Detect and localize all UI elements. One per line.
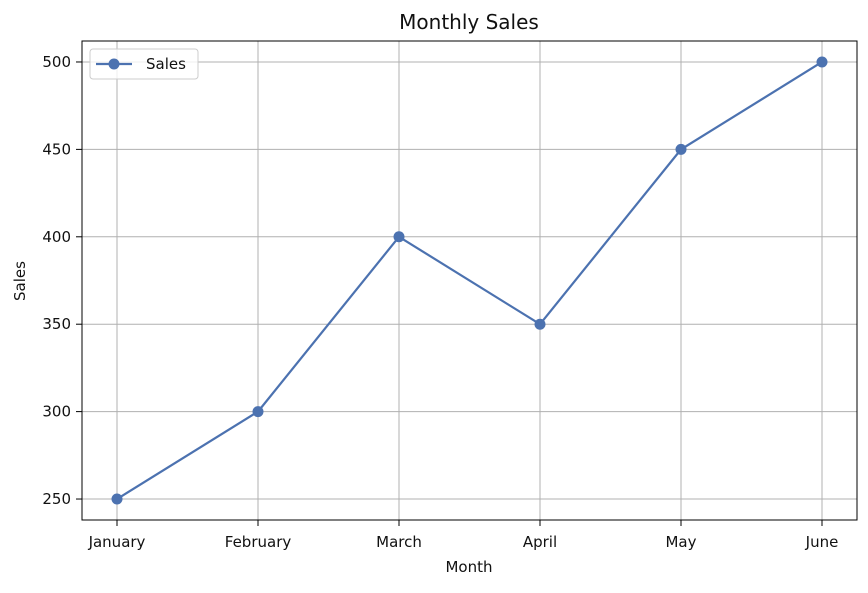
sales-line [116, 61, 823, 500]
x-tick-label: May [665, 533, 696, 551]
y-tick-label: 500 [42, 53, 71, 71]
y-tick-label: 250 [42, 490, 71, 508]
data-point [675, 143, 687, 155]
data-point [534, 318, 546, 330]
grid-layer [82, 41, 857, 520]
x-tick-label: March [376, 533, 422, 551]
legend-label: Sales [146, 55, 186, 73]
y-axis-label: Sales [11, 261, 29, 301]
x-tick-label: April [523, 533, 557, 551]
data-point [111, 493, 123, 505]
series-layer [111, 56, 828, 505]
x-tick-label: June [805, 533, 839, 551]
x-tick-label: February [225, 533, 292, 551]
y-tick-label: 450 [42, 140, 71, 158]
y-axis-ticks: 250 300 350 400 450 500 [42, 53, 82, 508]
data-point [393, 231, 405, 243]
plot-frame [81, 40, 858, 521]
x-axis-label: Month [445, 558, 492, 576]
chart-title: Monthly Sales [399, 10, 539, 34]
data-point [816, 56, 828, 68]
x-tick-label: January [88, 533, 146, 551]
legend-marker [108, 58, 120, 70]
y-tick-label: 350 [42, 315, 71, 333]
x-axis-ticks: January February March April May June [88, 520, 839, 551]
legend-box [89, 48, 199, 80]
legend: Sales [89, 48, 199, 80]
y-tick-label: 400 [42, 228, 71, 246]
data-point [252, 406, 264, 418]
y-tick-label: 300 [42, 403, 71, 421]
